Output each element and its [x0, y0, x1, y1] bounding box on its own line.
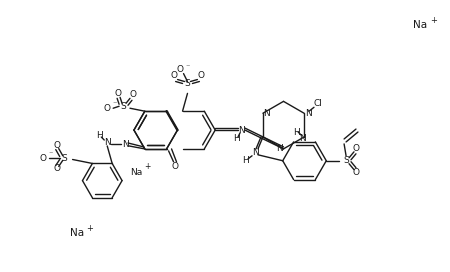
- Text: N: N: [122, 140, 128, 149]
- Text: N: N: [264, 109, 270, 118]
- Text: O: O: [176, 65, 183, 74]
- Text: O: O: [130, 90, 136, 99]
- Text: +: +: [144, 162, 150, 171]
- Text: O: O: [53, 141, 60, 150]
- Text: N: N: [252, 148, 258, 157]
- Text: O: O: [104, 104, 111, 113]
- Text: O: O: [352, 144, 360, 153]
- Text: S: S: [62, 154, 68, 163]
- Text: H: H: [96, 131, 103, 140]
- Text: O: O: [40, 154, 46, 163]
- Text: O: O: [115, 89, 122, 98]
- Text: N: N: [305, 109, 311, 118]
- Text: S: S: [343, 156, 349, 165]
- Text: ⁻: ⁻: [49, 149, 53, 158]
- Text: S: S: [120, 102, 126, 111]
- Text: +: +: [86, 224, 93, 233]
- Text: +: +: [430, 16, 437, 25]
- Text: O: O: [170, 71, 177, 80]
- Text: ⁻: ⁻: [185, 62, 190, 71]
- Text: Na: Na: [130, 168, 142, 177]
- Text: ⁻: ⁻: [112, 100, 117, 109]
- Text: N: N: [238, 126, 245, 135]
- Text: Cl: Cl: [314, 99, 322, 108]
- Text: Na: Na: [70, 228, 84, 238]
- Text: O: O: [352, 168, 360, 177]
- Text: N: N: [299, 134, 306, 143]
- Text: O: O: [171, 162, 178, 171]
- Text: H: H: [234, 134, 240, 143]
- Text: N: N: [104, 138, 111, 147]
- Text: N: N: [276, 144, 283, 153]
- Text: Na: Na: [413, 20, 427, 30]
- Text: O: O: [198, 71, 205, 80]
- Text: H: H: [242, 156, 248, 165]
- Text: O: O: [53, 164, 60, 173]
- Text: H: H: [293, 128, 300, 137]
- Text: S: S: [184, 79, 190, 88]
